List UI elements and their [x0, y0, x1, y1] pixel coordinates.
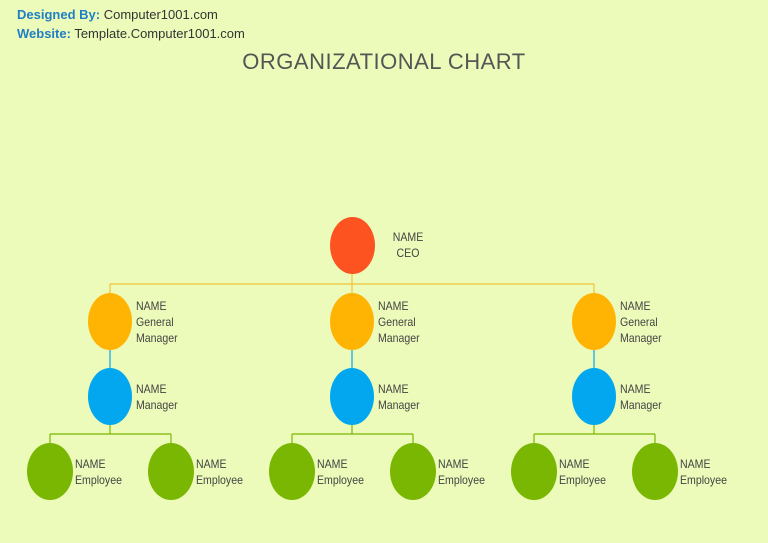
website-label: Website:: [17, 26, 71, 41]
employee-node-1a: [27, 443, 73, 500]
general-manager-node-1: [88, 293, 132, 350]
employee-label-1b: NAME Employee: [196, 456, 243, 488]
manager-node-1: [88, 368, 132, 425]
general-manager-name-2: NAME: [378, 299, 409, 313]
employee-role-2b: Employee: [438, 473, 485, 487]
website-line: Website: Template.Computer1001.com: [17, 24, 245, 43]
general-manager-name-3: NAME: [620, 299, 651, 313]
ceo-role: CEO: [396, 246, 420, 260]
manager-role-2: Manager: [378, 398, 420, 412]
general-manager-role-line2-1: Manager: [136, 331, 178, 345]
employee-name-1b: NAME: [196, 457, 227, 471]
employee-role-1b: Employee: [196, 473, 243, 487]
general-manager-role-line1-1: General: [136, 315, 174, 329]
general-manager-role-line2-3: Manager: [620, 331, 662, 345]
manager-name-1: NAME: [136, 382, 167, 396]
general-manager-name-1: NAME: [136, 299, 167, 313]
website-value: Template.Computer1001.com: [74, 26, 245, 41]
manager-role-1: Manager: [136, 398, 178, 412]
general-manager-label-2: NAME General Manager: [378, 298, 420, 346]
employee-name-3b: NAME: [680, 457, 711, 471]
employee-label-2b: NAME Employee: [438, 456, 485, 488]
general-manager-label-3: NAME General Manager: [620, 298, 662, 346]
employee-node-3a: [511, 443, 557, 500]
employee-label-1a: NAME Employee: [75, 456, 122, 488]
manager-label-3: NAME Manager: [620, 381, 662, 413]
ceo-label: NAME CEO: [382, 229, 435, 261]
designed-by-value: Computer1001.com: [103, 7, 218, 22]
credits: Designed By: Computer1001.com Website: T…: [17, 5, 245, 43]
general-manager-label-1: NAME General Manager: [136, 298, 178, 346]
employee-node-2b: [390, 443, 436, 500]
manager-node-2: [330, 368, 374, 425]
employee-label-2a: NAME Employee: [317, 456, 364, 488]
employee-label-3a: NAME Employee: [559, 456, 606, 488]
manager-node-3: [572, 368, 616, 425]
manager-name-2: NAME: [378, 382, 409, 396]
employee-label-3b: NAME Employee: [680, 456, 727, 488]
employee-node-1b: [148, 443, 194, 500]
employee-name-3a: NAME: [559, 457, 590, 471]
general-manager-node-2: [330, 293, 374, 350]
general-manager-role-line2-2: Manager: [378, 331, 420, 345]
chart-title: ORGANIZATIONAL CHART: [242, 49, 526, 74]
ceo-name: NAME: [392, 230, 424, 244]
manager-role-3: Manager: [620, 398, 662, 412]
manager-name-3: NAME: [620, 382, 651, 396]
employee-role-3a: Employee: [559, 473, 606, 487]
employee-node-3b: [632, 443, 678, 500]
manager-label-2: NAME Manager: [378, 381, 420, 413]
designed-by-label: Designed By:: [17, 7, 101, 22]
employee-role-1a: Employee: [75, 473, 122, 487]
employee-role-3b: Employee: [680, 473, 727, 487]
employee-name-2b: NAME: [438, 457, 469, 471]
employee-name-1a: NAME: [75, 457, 106, 471]
employee-role-2a: Employee: [317, 473, 364, 487]
employee-name-2a: NAME: [317, 457, 348, 471]
employee-node-2a: [269, 443, 315, 500]
general-manager-role-line1-2: General: [378, 315, 416, 329]
ceo-node: [330, 217, 375, 274]
general-manager-node-3: [572, 293, 616, 350]
manager-label-1: NAME Manager: [136, 381, 178, 413]
designed-by-line: Designed By: Computer1001.com: [17, 5, 245, 24]
general-manager-role-line1-3: General: [620, 315, 658, 329]
